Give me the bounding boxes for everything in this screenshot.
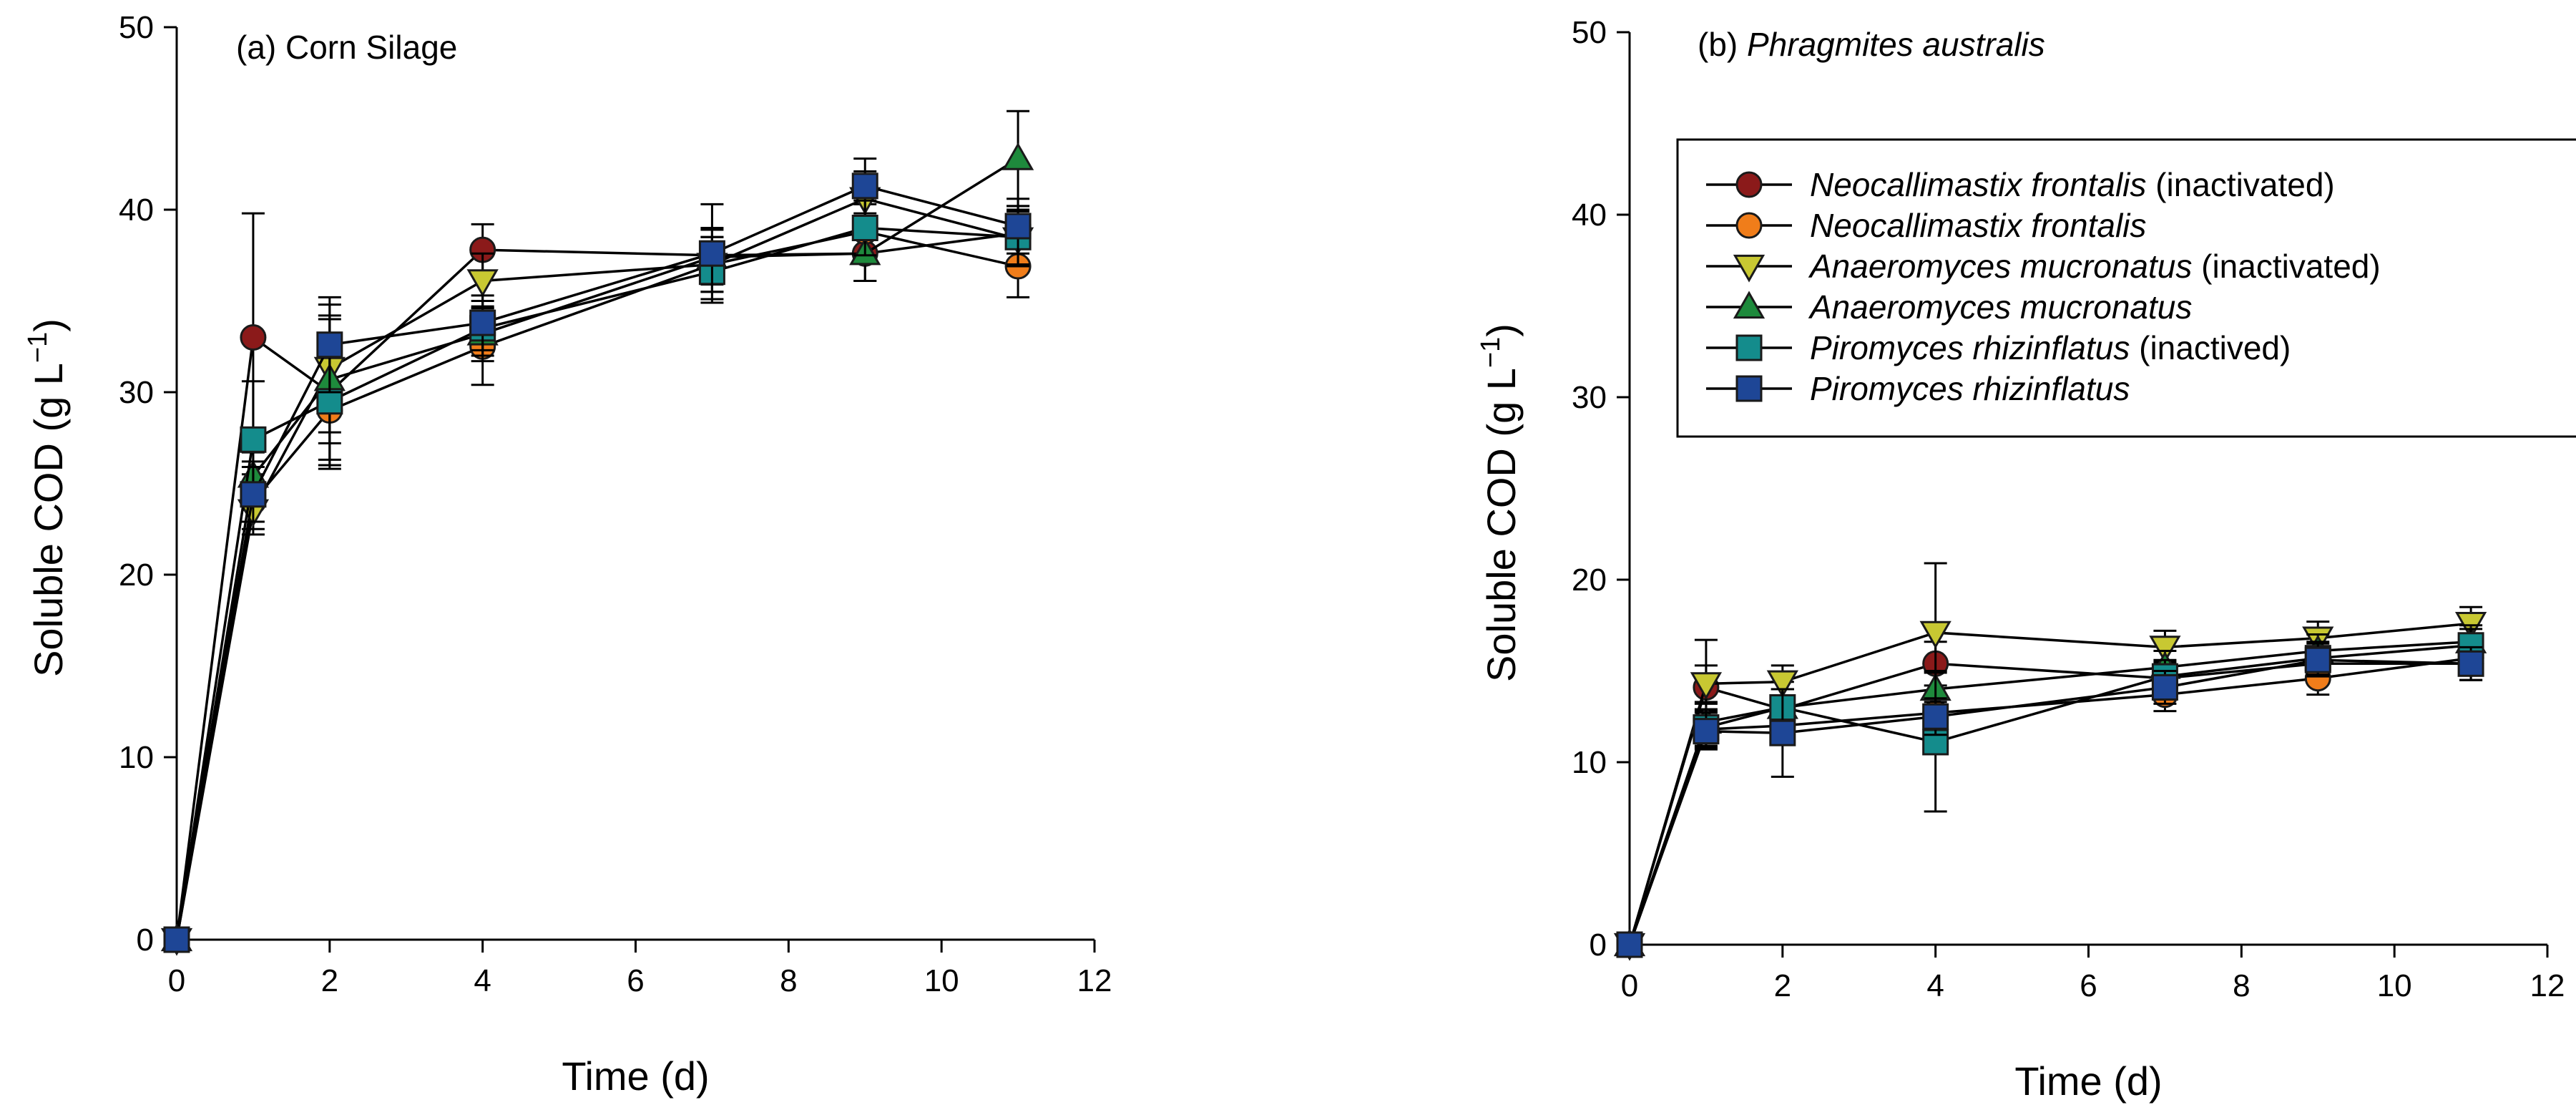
data-point bbox=[1693, 718, 1720, 745]
series-4 bbox=[160, 109, 1034, 952]
data-point bbox=[2457, 650, 2484, 677]
data-point bbox=[851, 215, 878, 241]
x-axis-label: Time (d) bbox=[2014, 1058, 2162, 1104]
panel-b: 0 10 20 30 40 50 0 2 4 6 8 10 12 Time (d) Soluble COD … bbox=[1476, 15, 2576, 1104]
legend-label: Anaeromyces mucronatus bbox=[1808, 288, 2192, 326]
panel-title: (b) Phragmites australis bbox=[1698, 26, 2045, 63]
x-tick-label: 10 bbox=[2377, 968, 2412, 1003]
panel-title: (a) Corn Silage bbox=[236, 29, 457, 66]
x-tick-label: 6 bbox=[2080, 968, 2097, 1003]
data-point bbox=[1690, 672, 1723, 700]
data-point bbox=[469, 309, 496, 336]
legend-marker bbox=[1733, 254, 1766, 283]
x-tick-label: 0 bbox=[1621, 968, 1638, 1003]
series-line bbox=[1628, 640, 2472, 945]
data-point bbox=[240, 426, 267, 453]
data-point bbox=[2151, 673, 2178, 701]
data-point bbox=[466, 269, 499, 298]
data-point bbox=[2304, 646, 2331, 673]
legend: Neocallimastix frontalis (inactivated) Ne… bbox=[1676, 138, 2576, 438]
series-2 bbox=[163, 203, 1032, 953]
y-tick-label: 10 bbox=[1572, 745, 1607, 780]
legend-entry: Anaeromyces mucronatus (inactivated) bbox=[1706, 248, 2381, 285]
series-line bbox=[1628, 644, 2472, 945]
x-tick-label: 10 bbox=[924, 963, 959, 998]
legend-label: Piromyces rhizinflatus bbox=[1810, 370, 2130, 407]
data-point bbox=[2149, 636, 2181, 663]
y-tick-label: 40 bbox=[119, 193, 154, 228]
series-line bbox=[175, 232, 1019, 940]
x-tick-label: 4 bbox=[1926, 968, 1944, 1003]
y-tick-label: 20 bbox=[119, 558, 154, 593]
series-line bbox=[175, 226, 1019, 940]
legend-label: Neocallimastix frontalis bbox=[1810, 207, 2146, 244]
legend-marker bbox=[1735, 375, 1763, 402]
x-tick-label: 2 bbox=[321, 963, 338, 998]
x-tick-label: 8 bbox=[2233, 968, 2250, 1003]
data-point bbox=[1616, 931, 1643, 958]
legend-label: Anaeromyces mucronatus (inactivated) bbox=[1808, 248, 2381, 285]
data-point bbox=[240, 324, 267, 351]
legend-label: Neocallimastix frontalis (inactivated) bbox=[1810, 166, 2335, 203]
legend-entry: Neocallimastix frontalis bbox=[1706, 207, 2146, 244]
series-6 bbox=[163, 157, 1032, 953]
legend-label: Piromyces rhizinflatus (inactived) bbox=[1810, 329, 2291, 366]
data-point bbox=[1769, 719, 1796, 746]
data-point bbox=[316, 331, 343, 359]
legend-box bbox=[1676, 138, 2576, 438]
legend-marker bbox=[1735, 171, 1763, 198]
y-tick-label: 0 bbox=[1590, 928, 1607, 963]
legend-entry: Anaeromyces mucronatus bbox=[1706, 288, 2192, 326]
series-line bbox=[175, 197, 1019, 940]
series-4 bbox=[1613, 624, 2487, 957]
data-point bbox=[1001, 142, 1034, 170]
y-axis-label: Soluble COD (g L−1) bbox=[23, 318, 71, 677]
x-tick-label: 6 bbox=[627, 963, 644, 998]
data-point bbox=[851, 172, 878, 200]
legend-marker bbox=[1735, 334, 1763, 361]
y-tick-label: 40 bbox=[1572, 198, 1607, 233]
legend-entry: Piromyces rhizinflatus (inactived) bbox=[1706, 329, 2291, 366]
series-line bbox=[175, 157, 1019, 940]
x-tick-label: 4 bbox=[474, 963, 491, 998]
data-point bbox=[1922, 703, 1949, 730]
series-6 bbox=[1616, 642, 2484, 958]
x-tick-label: 12 bbox=[1077, 963, 1112, 998]
y-tick-label: 50 bbox=[119, 10, 154, 45]
data-point bbox=[1919, 620, 1951, 649]
y-tick-label: 0 bbox=[137, 922, 154, 958]
data-point bbox=[1004, 213, 1032, 240]
series-2 bbox=[1616, 641, 2484, 958]
series-line bbox=[1628, 662, 2472, 945]
legend-marker bbox=[1733, 291, 1766, 319]
data-point bbox=[163, 926, 190, 953]
y-tick-label: 30 bbox=[119, 375, 154, 410]
series-1 bbox=[163, 205, 1032, 953]
x-tick-label: 2 bbox=[1774, 968, 1791, 1003]
y-tick-label: 50 bbox=[1572, 15, 1607, 50]
data-point bbox=[1766, 670, 1798, 698]
series-1 bbox=[1616, 638, 2484, 958]
y-tick-label: 30 bbox=[1572, 380, 1607, 415]
x-tick-label: 8 bbox=[780, 963, 797, 998]
y-tick-label: 10 bbox=[119, 740, 154, 775]
legend-marker bbox=[1735, 212, 1763, 239]
data-point bbox=[240, 481, 267, 508]
y-axis-label: Soluble COD (g L−1) bbox=[1476, 323, 1524, 682]
panel-a: 0 10 20 30 40 50 0 2 4 6 8 10 12 Time (d) Soluble COD … bbox=[23, 10, 1112, 1099]
legend-entry: Neocallimastix frontalis (inactivated) bbox=[1706, 166, 2335, 203]
x-tick-label: 0 bbox=[168, 963, 185, 998]
series-5 bbox=[163, 199, 1032, 953]
series-3 bbox=[1613, 562, 2487, 961]
x-axis-label: Time (d) bbox=[562, 1053, 709, 1099]
data-point bbox=[698, 240, 725, 267]
series-line bbox=[175, 230, 1019, 940]
legend-entry: Piromyces rhizinflatus bbox=[1706, 370, 2130, 407]
x-tick-label: 12 bbox=[2530, 968, 2565, 1003]
y-tick-label: 20 bbox=[1572, 563, 1607, 598]
